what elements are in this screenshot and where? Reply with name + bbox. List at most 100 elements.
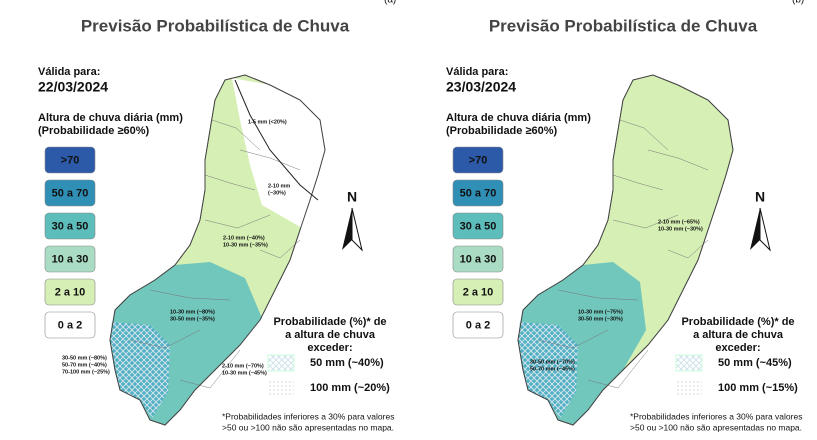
panel: (b) Previsão Probabilística de Chuva Válid…	[446, 0, 804, 432]
map-region	[232, 78, 325, 228]
municipal-border	[619, 119, 669, 151]
prob-label: 50 mm (~45%)	[718, 357, 792, 369]
map-label: 10-30 mm (~80%)	[170, 309, 215, 315]
legend-label: 10 a 30	[52, 253, 89, 265]
municipal-border	[149, 289, 231, 301]
municipal-border	[239, 149, 301, 171]
legend-label: 50 a 70	[460, 187, 497, 199]
map-outline	[109, 74, 326, 426]
legend-swatch	[44, 245, 96, 273]
prob-title: a altura de chuva	[693, 329, 784, 341]
municipal-border	[557, 289, 639, 301]
map-label: 2-10 mm (~70%)	[222, 363, 264, 369]
panel: (a) Previsão Probabilística de Chuva Válid…	[38, 0, 396, 432]
municipal-border	[587, 349, 649, 389]
legend-swatch	[452, 146, 504, 174]
map-label: 70-100 mm (~25%)	[62, 369, 110, 375]
panel-title: Previsão Probabilística de Chuva	[81, 16, 350, 35]
valid-date: 23/03/2024	[446, 79, 516, 95]
footnote: *Probabilidades inferiores a 30% para va…	[222, 411, 394, 421]
legend-swatch	[44, 311, 96, 339]
municipal-border	[204, 174, 256, 191]
panel-title: Previsão Probabilística de Chuva	[489, 16, 758, 35]
legend-label: 0 a 2	[466, 319, 490, 331]
municipal-border	[667, 239, 709, 259]
legend-label: >70	[469, 154, 488, 166]
footnote: *Probabilidades inferiores a 30% para va…	[630, 411, 802, 421]
footnote: >50 ou >100 não são apresentadas no mapa…	[222, 422, 394, 432]
map-label: 10-30 mm (~30%)	[658, 226, 703, 232]
legend-swatch	[44, 146, 96, 174]
legend-title: Altura de chuva diária (mm)	[38, 112, 183, 124]
panel-tag: (a)	[384, 0, 396, 6]
north-arrow	[342, 208, 352, 250]
legend-label: 50 a 70	[52, 187, 89, 199]
valid-label: Válida para:	[446, 66, 508, 78]
legend-label: 10 a 30	[460, 253, 497, 265]
prob-title: exceder:	[715, 342, 760, 354]
legend-title: Altura de chuva diária (mm)	[446, 112, 591, 124]
municipal-border	[537, 329, 609, 349]
legend-label: 2 a 10	[55, 286, 86, 298]
legend-label: >70	[61, 154, 80, 166]
valid-label: Válida para:	[38, 66, 100, 78]
legend-label: 30 a 50	[52, 220, 89, 232]
north-label: N	[347, 189, 357, 205]
prob-title: Probabilidade (%)* de	[273, 316, 386, 328]
prob-swatch	[267, 354, 295, 372]
panel-tag: (b)	[792, 0, 804, 6]
municipal-border	[612, 214, 679, 229]
prob-swatch	[675, 354, 703, 372]
municipal-border	[129, 329, 201, 349]
municipal-border	[179, 349, 241, 389]
map-label: 30-50 mm (~80%)	[62, 355, 107, 361]
prob-swatch	[268, 380, 294, 396]
legend-swatch	[44, 278, 96, 306]
municipal-border	[204, 214, 271, 229]
prob-swatch	[676, 380, 702, 396]
map-label: 1-5 mm (<20%)	[248, 119, 287, 125]
map-label: 30-50 mm (~30%)	[578, 316, 623, 322]
municipal-border	[647, 149, 709, 171]
legend-swatch	[452, 311, 504, 339]
prob-title: Probabilidade (%)* de	[681, 316, 794, 328]
legend-label: 0 a 2	[58, 319, 82, 331]
map-label: 2-10 mm (~65%)	[658, 219, 700, 225]
legend-swatch	[44, 179, 96, 207]
prob-label: 100 mm (~15%)	[718, 382, 798, 394]
map-label: (~30%)	[268, 190, 286, 196]
prob-title: a altura de chuva	[285, 329, 376, 341]
legend-swatch	[452, 212, 504, 240]
map-label: 10-30 mm (~35%)	[223, 242, 268, 248]
prob-label: 50 mm (~40%)	[310, 357, 384, 369]
north-arrow	[759, 207, 771, 252]
map-label: 2-10 mm	[268, 183, 290, 189]
map-label: 2-10 mm (~40%)	[223, 235, 265, 241]
map-label: 50-70 mm (~45%)	[530, 366, 575, 372]
valid-date: 22/03/2024	[38, 79, 108, 95]
map-label: 10-30 mm (~75%)	[578, 309, 623, 315]
map-outline	[517, 74, 734, 426]
map-label: 30-50 mm (~70%)	[530, 359, 575, 365]
legend-subtitle: (Probabilidade ≥60%)	[446, 125, 558, 137]
prob-label: 100 mm (~20%)	[310, 382, 390, 394]
legend-swatch	[44, 212, 96, 240]
map-hatch	[518, 322, 578, 418]
map-label: 30-50 mm (~35%)	[170, 316, 215, 322]
municipal-border	[259, 239, 301, 259]
legend-swatch	[452, 179, 504, 207]
municipal-border	[211, 119, 261, 151]
north-arrow	[351, 207, 363, 252]
north-arrow	[750, 208, 760, 250]
municipal-border	[612, 174, 664, 191]
prob-title: exceder:	[307, 342, 352, 354]
boundary-line	[234, 79, 319, 201]
legend-label: 2 a 10	[463, 286, 494, 298]
legend-subtitle: (Probabilidade ≥60%)	[38, 125, 150, 137]
legend-swatch	[452, 278, 504, 306]
north-label: N	[755, 189, 765, 205]
footnote: >50 ou >100 não são apresentadas no mapa…	[630, 422, 802, 432]
legend-label: 30 a 50	[460, 220, 497, 232]
map-hatch	[110, 322, 170, 418]
